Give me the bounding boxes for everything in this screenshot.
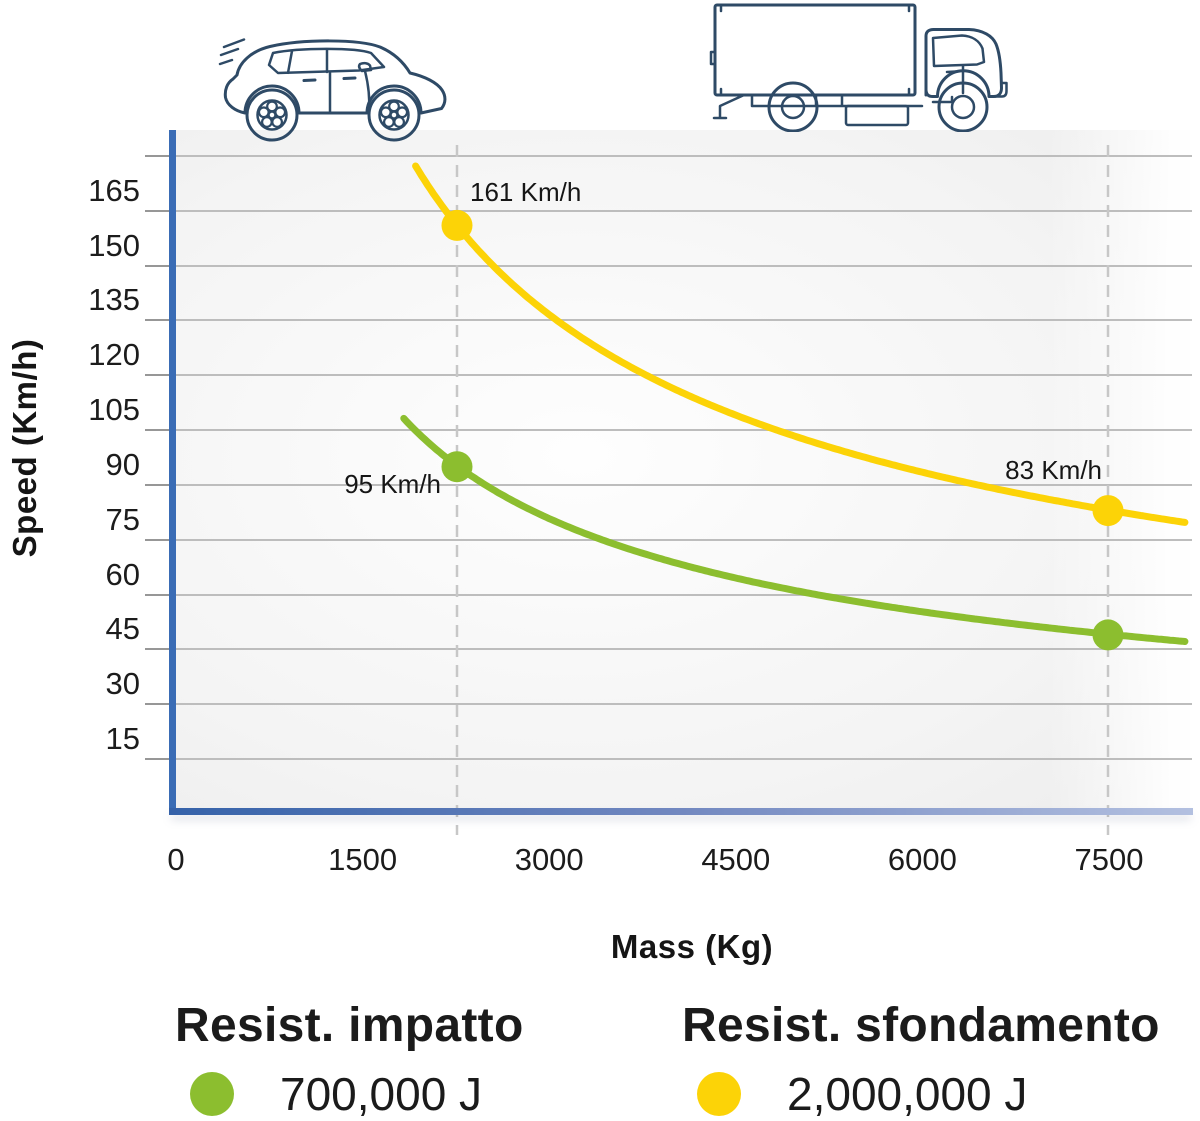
y-tick <box>145 154 171 157</box>
y-tick <box>145 593 171 596</box>
truck-icon <box>709 3 1008 132</box>
y-tick <box>145 374 171 377</box>
legend-value-row: 700,000 J <box>175 1067 524 1121</box>
point-label: 83 Km/h <box>1005 454 1102 485</box>
car-icon <box>218 38 447 142</box>
y-tick-label: 165 <box>88 172 140 208</box>
x-axis-line <box>169 808 1193 815</box>
y-tick <box>145 648 171 651</box>
y-axis-title: Speed (Km/h) <box>6 338 43 558</box>
y-tick-label: 90 <box>105 446 140 482</box>
x-tick-label: 4500 <box>701 842 771 877</box>
x-tick-label: 1500 <box>328 842 398 877</box>
legend-value-row: 2,000,000 J <box>682 1067 1160 1121</box>
y-tick <box>145 758 171 761</box>
y-tick <box>145 319 171 322</box>
legend-series-title: Resist. sfondamento <box>682 999 1160 1052</box>
y-tick <box>145 483 171 486</box>
y-gridline <box>176 758 1192 761</box>
legend-series-value: 700,000 J <box>280 1068 483 1120</box>
y-tick-label: 150 <box>88 227 140 263</box>
y-tick-label: 75 <box>105 501 140 537</box>
point-label: 161 Km/h <box>470 177 582 208</box>
y-tick-label: 60 <box>105 556 140 592</box>
y-gridline <box>176 648 1192 651</box>
y-tick-label: 30 <box>105 666 140 702</box>
point-label: 95 Km/h <box>344 468 442 499</box>
y-axis-line <box>169 130 176 814</box>
legend-dot <box>190 1072 234 1116</box>
y-tick <box>145 703 171 706</box>
y-tick <box>145 264 171 267</box>
legend-item-impatto: Resist. impatto 700,000 J <box>175 998 524 1121</box>
y-gridline <box>176 154 1192 157</box>
y-tick-label: 135 <box>88 282 140 318</box>
x-tick-label: 7500 <box>1074 842 1144 877</box>
x-tick-label: 6000 <box>887 842 957 877</box>
legend-dot <box>697 1072 741 1116</box>
y-tick-label: 105 <box>88 392 140 428</box>
x-tick-label: 3000 <box>514 842 584 877</box>
y-tick <box>145 209 171 212</box>
y-tick-label: 45 <box>105 611 140 647</box>
y-tick <box>145 429 171 432</box>
y-tick <box>145 538 171 541</box>
x-axis-title: Mass (Kg) <box>610 928 774 965</box>
legend-series-title: Resist. impatto <box>175 999 524 1052</box>
legend-item-sfondamento: Resist. sfondamento 2,000,000 J <box>682 998 1160 1121</box>
y-gridline <box>176 703 1192 706</box>
legend-series-value: 2,000,000 J <box>787 1068 1028 1120</box>
y-tick-label: 15 <box>105 721 140 757</box>
y-tick-label: 120 <box>88 337 140 373</box>
x-tick-label: 0 <box>167 842 185 877</box>
